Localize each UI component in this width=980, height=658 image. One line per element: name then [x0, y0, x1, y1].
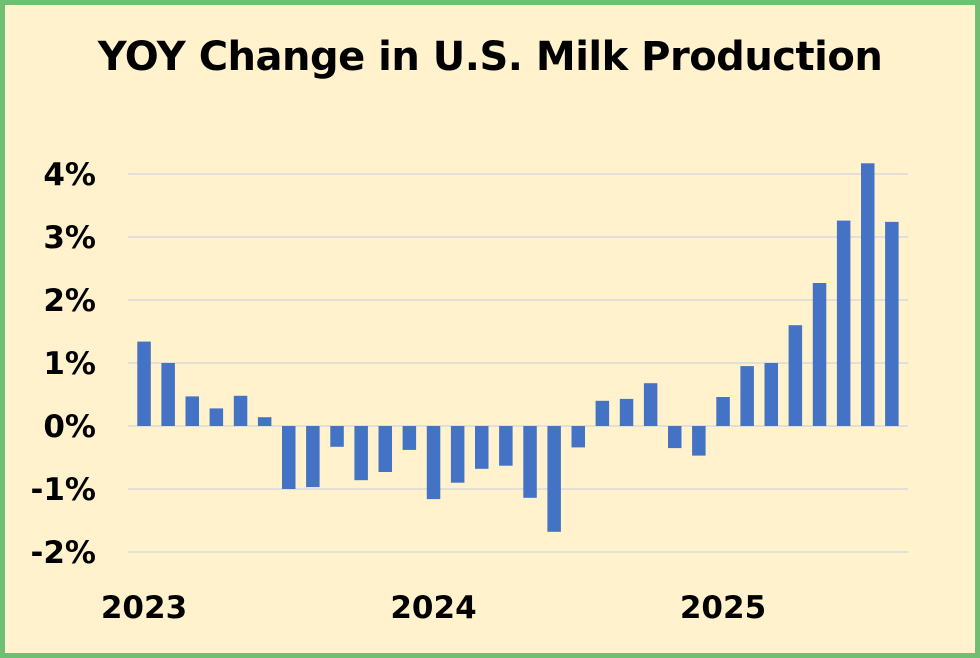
bars — [137, 163, 899, 532]
y-axis-labels: 4% 3% 2% 1% 0% -1% -2% — [31, 157, 97, 571]
bar — [330, 426, 344, 447]
bar — [764, 363, 778, 426]
bar — [426, 426, 441, 500]
y-tick-label: 1% — [43, 346, 96, 382]
bar — [161, 363, 175, 426]
y-tick-label: -1% — [31, 472, 97, 508]
bar — [571, 426, 585, 448]
bar — [668, 426, 682, 449]
bar — [185, 396, 199, 426]
bar — [306, 426, 320, 488]
x-axis-labels: 2023 2024 2025 — [101, 590, 766, 626]
bar — [257, 417, 272, 426]
bar — [692, 426, 706, 456]
bar — [378, 426, 392, 472]
bar — [788, 325, 803, 426]
y-tick-label: 2% — [43, 283, 96, 319]
bar — [233, 395, 248, 426]
bar — [402, 426, 417, 450]
x-tick-label: 2024 — [390, 590, 476, 626]
bar — [137, 341, 151, 426]
chart-title: YOY Change in U.S. Milk Production — [97, 34, 883, 80]
bar — [450, 426, 465, 483]
y-tick-label: 0% — [43, 409, 96, 445]
bar — [547, 426, 561, 532]
bar — [812, 283, 827, 426]
bar — [523, 426, 537, 498]
bar — [836, 220, 851, 426]
bar — [740, 366, 754, 426]
bar — [595, 400, 610, 426]
bar — [354, 426, 368, 481]
bar — [209, 408, 224, 426]
bar — [282, 426, 296, 489]
bar — [885, 221, 899, 426]
bar — [475, 426, 489, 469]
y-tick-label: -2% — [31, 535, 97, 571]
bar — [499, 426, 513, 466]
x-tick-label: 2023 — [101, 590, 187, 626]
bar — [643, 383, 658, 426]
y-tick-label: 3% — [43, 220, 96, 256]
bar — [861, 163, 875, 427]
y-tick-label: 4% — [43, 157, 96, 193]
bar — [619, 398, 634, 426]
x-tick-label: 2025 — [680, 590, 766, 626]
bar — [716, 397, 730, 426]
